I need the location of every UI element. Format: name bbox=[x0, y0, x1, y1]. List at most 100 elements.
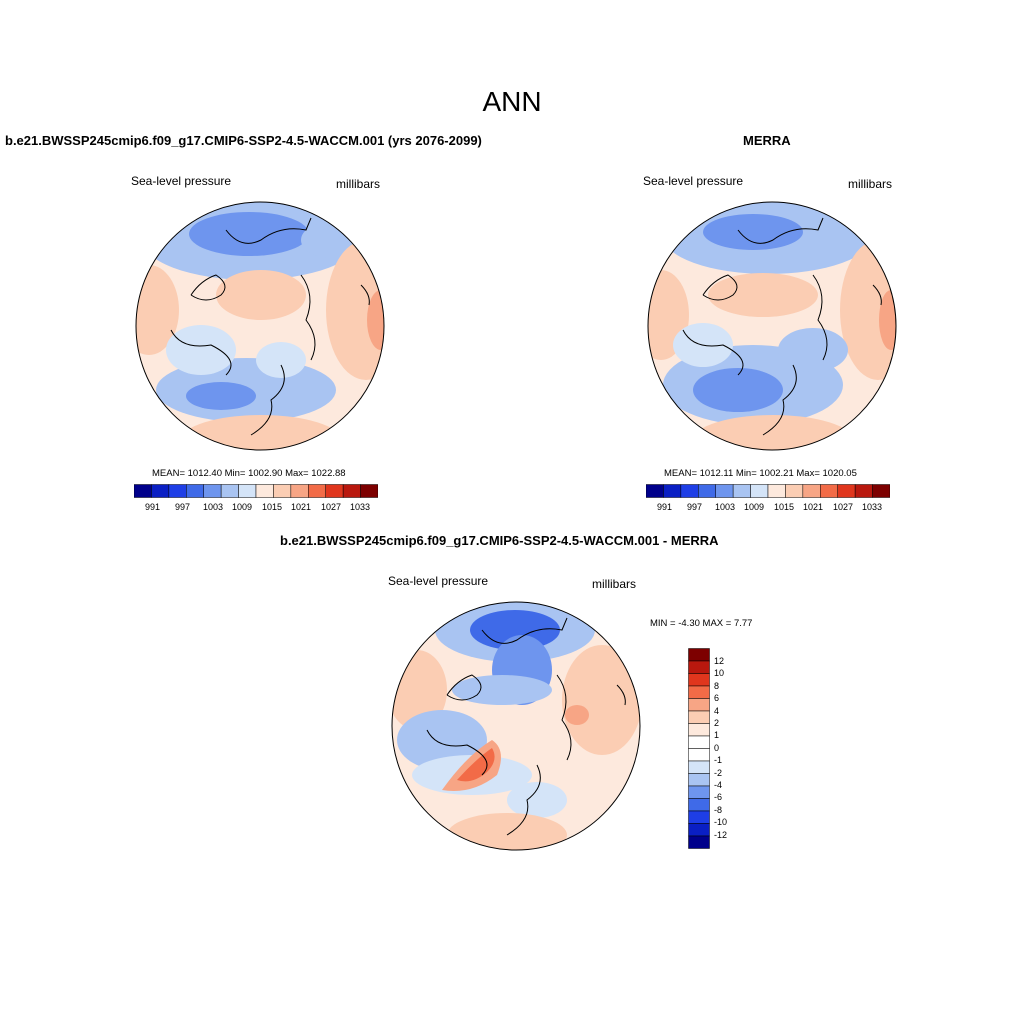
colorbar-box bbox=[646, 484, 664, 498]
diff-colorbar-label: -4 bbox=[714, 780, 723, 790]
figure-title: ANN bbox=[482, 86, 542, 117]
colorbar-box bbox=[273, 484, 292, 498]
diff-variable-label: Sea-level pressure bbox=[388, 574, 489, 588]
obs-polar-map bbox=[647, 201, 897, 451]
obs-colorbar-labels: 991 997 1003 1009 1015 1021 1027 1033 bbox=[646, 502, 890, 514]
colorbar-box bbox=[360, 484, 378, 498]
diff-colorbar-boxes bbox=[688, 648, 710, 849]
obs-colorbar-label: 1027 bbox=[833, 502, 854, 512]
colorbar-box bbox=[663, 484, 682, 498]
colorbar-box bbox=[854, 484, 873, 498]
diff-colorbar-label: -8 bbox=[714, 804, 723, 815]
diff-colorbar-label: -1 bbox=[714, 755, 723, 766]
model-colorbar-label: 997 bbox=[175, 502, 191, 512]
obs-colorbar-label: 997 bbox=[687, 502, 703, 512]
colorbar-box bbox=[688, 698, 710, 712]
model-colorbar-labels: 991 997 1003 1009 1015 1021 1027 1033 bbox=[134, 502, 378, 514]
colorbar-box bbox=[688, 710, 710, 724]
colorbar-box bbox=[134, 484, 152, 498]
diff-units-label: millibars bbox=[592, 577, 637, 591]
colorbar-box bbox=[750, 484, 769, 498]
model-colorbar-label: 1003 bbox=[203, 502, 224, 512]
model-colorbar-label: 1027 bbox=[321, 502, 342, 512]
diff-colorbar-label: 1 bbox=[714, 730, 720, 741]
diff-colorbar-label: -12 bbox=[714, 829, 728, 840]
diff-stats: MIN = -4.30 MAX = 7.77 bbox=[650, 618, 753, 629]
diff-colorbar-label: 0 bbox=[714, 742, 720, 753]
obs-colorbar bbox=[646, 484, 890, 498]
obs-units-label: millibars bbox=[848, 177, 893, 191]
colorbar-box bbox=[802, 484, 821, 498]
obs-colorbar-label: 1021 bbox=[803, 502, 824, 512]
colorbar-box bbox=[688, 835, 710, 849]
colorbar-box bbox=[342, 484, 361, 498]
model-polar-map bbox=[135, 201, 385, 451]
model-variable-label: Sea-level pressure bbox=[131, 174, 232, 188]
colorbar-box bbox=[688, 748, 710, 762]
colorbar-box bbox=[872, 484, 890, 498]
obs-stats: MEAN= 1012.11 Min= 1002.21 Max= 1020.05 bbox=[664, 468, 857, 479]
colorbar-box bbox=[820, 484, 838, 498]
diff-colorbar-label: 12 bbox=[714, 656, 725, 666]
obs-colorbar-boxes bbox=[646, 484, 890, 498]
colorbar-box bbox=[688, 673, 710, 687]
colorbar-box bbox=[688, 685, 710, 699]
model-colorbar-label: 1009 bbox=[232, 502, 253, 512]
diff-colorbar-label: -2 bbox=[714, 767, 723, 778]
colorbar-box bbox=[688, 810, 710, 824]
obs-colorbar-label: 1015 bbox=[774, 502, 795, 512]
colorbar-box bbox=[688, 785, 710, 799]
diff-colorbar-label: -6 bbox=[714, 792, 723, 803]
colorbar-box bbox=[203, 484, 222, 498]
model-colorbar bbox=[134, 484, 378, 498]
model-colorbar-label: 1033 bbox=[350, 502, 371, 512]
colorbar-box bbox=[688, 773, 710, 787]
diff-panel-title: b.e21.BWSSP245cmip6.f09_g17.CMIP6-SSP2-4… bbox=[280, 533, 719, 548]
colorbar-box bbox=[688, 798, 710, 812]
colorbar-box bbox=[837, 484, 856, 498]
obs-colorbar-label: 1009 bbox=[744, 502, 765, 512]
diff-colorbar bbox=[688, 648, 710, 849]
colorbar-box bbox=[688, 648, 710, 662]
obs-colorbar-label: 1003 bbox=[715, 502, 736, 512]
colorbar-box bbox=[325, 484, 344, 498]
colorbar-box bbox=[220, 484, 239, 498]
colorbar-box bbox=[290, 484, 309, 498]
colorbar-box bbox=[688, 823, 710, 837]
colorbar-box bbox=[238, 484, 257, 498]
model-colorbar-boxes bbox=[134, 484, 378, 498]
obs-variable-label: Sea-level pressure bbox=[643, 174, 744, 188]
colorbar-box bbox=[688, 723, 710, 737]
diff-colorbar-label: 8 bbox=[714, 680, 720, 691]
colorbar-box bbox=[688, 760, 710, 774]
diff-colorbar-label: 6 bbox=[714, 693, 720, 704]
model-stats: MEAN= 1012.40 Min= 1002.90 Max= 1022.88 bbox=[152, 468, 346, 479]
diff-colorbar-label: -10 bbox=[714, 817, 728, 828]
diff-polar-map bbox=[391, 601, 641, 851]
diff-colorbar-label: 10 bbox=[714, 668, 725, 679]
colorbar-box bbox=[732, 484, 751, 498]
diff-colorbar-labels: 12 10 8 6 4 2 1 0 -1 -2 -4 -6 -8 -10 -12 bbox=[714, 656, 754, 842]
diff-colorbar-label: 4 bbox=[714, 705, 720, 716]
model-panel-title: b.e21.BWSSP245cmip6.f09_g17.CMIP6-SSP2-4… bbox=[5, 133, 482, 148]
model-colorbar-label: 1015 bbox=[262, 502, 283, 512]
colorbar-box bbox=[168, 484, 187, 498]
obs-panel-title: MERRA bbox=[743, 133, 791, 148]
colorbar-box bbox=[680, 484, 699, 498]
colorbar-box bbox=[255, 484, 274, 498]
model-units-label: millibars bbox=[336, 177, 381, 191]
colorbar-box bbox=[688, 660, 710, 674]
colorbar-box bbox=[308, 484, 326, 498]
colorbar-box bbox=[151, 484, 170, 498]
colorbar-box bbox=[688, 735, 710, 749]
colorbar-box bbox=[767, 484, 786, 498]
colorbar-box bbox=[186, 484, 204, 498]
colorbar-box bbox=[698, 484, 716, 498]
obs-colorbar-label: 1033 bbox=[862, 502, 883, 512]
colorbar-box bbox=[785, 484, 804, 498]
model-colorbar-label: 991 bbox=[145, 502, 161, 512]
diff-colorbar-label: 2 bbox=[714, 718, 720, 728]
obs-colorbar-label: 991 bbox=[657, 502, 673, 512]
colorbar-box bbox=[715, 484, 734, 498]
model-colorbar-label: 1021 bbox=[291, 502, 312, 512]
